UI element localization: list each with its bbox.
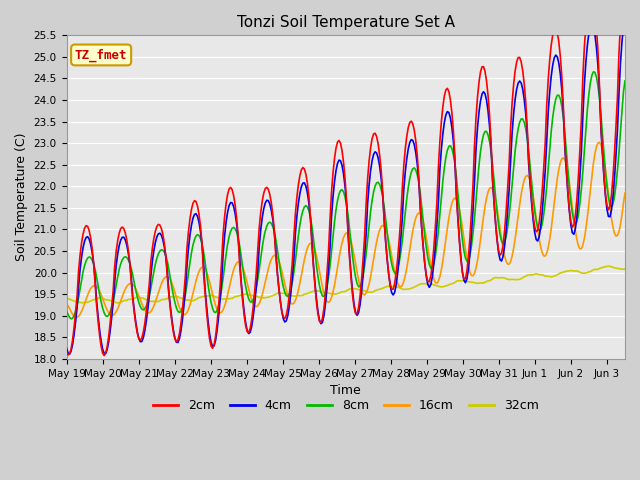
16cm: [349, 244, 356, 250]
8cm: [349, 254, 356, 260]
Line: 32cm: 32cm: [67, 266, 625, 303]
32cm: [349, 286, 356, 291]
32cm: [605, 264, 612, 269]
4cm: [66, 351, 74, 357]
Legend: 2cm, 4cm, 8cm, 16cm, 32cm: 2cm, 4cm, 8cm, 16cm, 32cm: [148, 395, 544, 418]
8cm: [252, 285, 260, 291]
4cm: [252, 285, 260, 291]
Y-axis label: Soil Temperature (C): Soil Temperature (C): [15, 133, 28, 262]
2cm: [611, 151, 618, 156]
8cm: [67, 316, 75, 322]
8cm: [612, 182, 620, 188]
2cm: [156, 222, 164, 228]
8cm: [135, 300, 143, 305]
4cm: [349, 288, 356, 294]
32cm: [63, 295, 70, 301]
4cm: [474, 125, 481, 131]
2cm: [63, 348, 70, 354]
16cm: [612, 233, 620, 239]
32cm: [252, 294, 260, 300]
16cm: [252, 304, 260, 310]
2cm: [349, 292, 356, 298]
2cm: [135, 336, 143, 341]
Title: Tonzi Soil Temperature Set A: Tonzi Soil Temperature Set A: [237, 15, 455, 30]
Line: 4cm: 4cm: [67, 15, 625, 354]
X-axis label: Time: Time: [330, 384, 361, 397]
8cm: [589, 69, 597, 75]
8cm: [621, 78, 629, 84]
16cm: [156, 285, 164, 291]
16cm: [135, 293, 143, 299]
Line: 8cm: 8cm: [67, 72, 625, 319]
8cm: [156, 248, 164, 254]
Line: 16cm: 16cm: [67, 143, 625, 317]
4cm: [156, 230, 164, 236]
32cm: [621, 266, 629, 272]
2cm: [252, 271, 260, 276]
16cm: [63, 302, 70, 308]
2cm: [100, 353, 108, 359]
Text: TZ_fmet: TZ_fmet: [75, 48, 127, 61]
32cm: [156, 298, 164, 303]
2cm: [474, 95, 481, 100]
32cm: [474, 280, 481, 286]
16cm: [73, 314, 81, 320]
4cm: [63, 345, 70, 351]
4cm: [135, 336, 143, 341]
16cm: [474, 258, 481, 264]
16cm: [596, 140, 604, 145]
8cm: [474, 180, 481, 185]
32cm: [115, 300, 123, 306]
32cm: [612, 265, 620, 271]
16cm: [621, 190, 629, 196]
Line: 2cm: 2cm: [67, 0, 625, 356]
4cm: [611, 175, 618, 181]
32cm: [135, 294, 143, 300]
8cm: [63, 309, 70, 314]
4cm: [621, 12, 629, 18]
